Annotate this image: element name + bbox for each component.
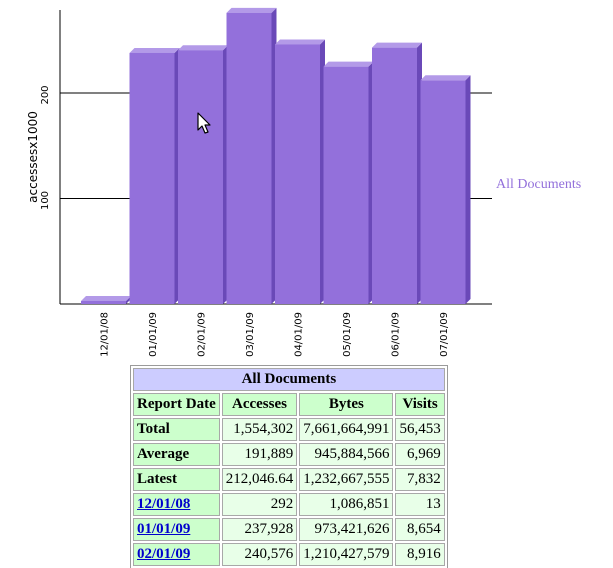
cell-visits: 56,453: [395, 418, 445, 441]
cell-visits: 8,654: [395, 518, 445, 541]
cell-visits: 7,832: [395, 468, 445, 491]
row-label: Latest: [133, 468, 220, 491]
row-label: Total: [133, 418, 220, 441]
cell-visits: 6,969: [395, 443, 445, 466]
table-title-row: All Documents: [133, 368, 445, 391]
cell-accesses: 191,889: [221, 443, 298, 466]
all-documents-table: All Documents Report Date Accesses Bytes…: [130, 365, 448, 568]
cell-visits: 8,916: [395, 543, 445, 566]
x-tick-label: 05/01/09: [342, 312, 353, 357]
row-label: Average: [133, 443, 220, 466]
y-axis-label: accessesx1000: [26, 111, 40, 203]
table-row: Average 191,889 945,884,566 6,969: [133, 443, 445, 466]
cell-bytes: 1,210,427,579: [299, 543, 394, 566]
cell-bytes: 7,661,664,991: [299, 418, 394, 441]
bar-top: [81, 296, 131, 301]
bar-side: [465, 75, 471, 305]
bar-face: [323, 66, 369, 304]
cell-bytes: 1,232,667,555: [299, 468, 394, 491]
legend-all-documents[interactable]: All Documents: [496, 177, 582, 192]
header-visits: Visits: [395, 393, 445, 416]
bar-face: [275, 44, 320, 304]
cell-accesses: 212,046.64: [221, 468, 298, 491]
cell-visits: 13: [395, 493, 445, 516]
report-date-link[interactable]: 01/01/09: [137, 521, 191, 537]
mouse-pointer-icon: [197, 112, 211, 134]
cell-accesses: 1,554,302: [221, 418, 298, 441]
bar-top: [178, 45, 228, 51]
x-tick-label: 12/01/08: [100, 312, 111, 357]
header-bytes: Bytes: [299, 393, 394, 416]
x-tick-label: 01/01/09: [148, 312, 159, 357]
bar-face: [226, 12, 272, 304]
y-tick-label: 200: [40, 85, 51, 104]
bar-top: [323, 61, 374, 67]
bar-face: [129, 52, 175, 304]
cell-accesses: 240,576: [221, 543, 298, 566]
y-tick-label: 100: [40, 191, 51, 210]
bar-face: [178, 50, 223, 304]
bar-01/01/09: [129, 47, 180, 304]
cell-bytes: 945,884,566: [299, 443, 394, 466]
table-row: 12/01/08 292 1,086,851 13: [133, 493, 445, 516]
cell-bytes: 973,421,626: [299, 518, 394, 541]
bar-07/01/09: [420, 75, 471, 305]
report-date-link[interactable]: 02/01/09: [137, 546, 191, 562]
table-title: All Documents: [133, 368, 445, 391]
table-row: Total 1,554,302 7,661,664,991 56,453: [133, 418, 445, 441]
bar-top: [275, 39, 325, 45]
x-tick-label: 03/01/09: [245, 312, 256, 357]
row-label: 01/01/09: [133, 518, 220, 541]
row-label: 02/01/09: [133, 543, 220, 566]
row-label: 12/01/08: [133, 493, 220, 516]
bar-top: [420, 75, 471, 81]
bar-12/01/08: [81, 296, 131, 304]
bar-06/01/09: [372, 42, 422, 304]
table-header-row: Report Date Accesses Bytes Visits: [133, 393, 445, 416]
x-tick-label: 02/01/09: [197, 312, 208, 357]
table-row: 01/01/09 237,928 973,421,626 8,654: [133, 518, 445, 541]
bar-05/01/09: [323, 61, 374, 304]
table-row: 02/01/09 240,576 1,210,427,579 8,916: [133, 543, 445, 566]
bar-04/01/09: [275, 39, 325, 304]
bar-03/01/09: [226, 7, 277, 304]
accesses-bar-chart: 100 200 accessesx1000 12/01/08 01/01/09 02/01…: [26, 7, 582, 357]
bar-face: [372, 47, 417, 304]
report-date-link[interactable]: 12/01/08: [137, 496, 191, 512]
bar-face: [81, 301, 126, 304]
cell-accesses: 292: [221, 493, 298, 516]
x-tick-label: 04/01/09: [294, 312, 305, 357]
table-row: Latest 212,046.64 1,232,667,555 7,832: [133, 468, 445, 491]
cell-bytes: 1,086,851: [299, 493, 394, 516]
x-tick-label: 07/01/09: [439, 312, 450, 357]
bar-02/01/09: [178, 45, 228, 304]
bar-top: [226, 7, 277, 13]
bar-top: [372, 42, 422, 48]
x-tick-label: 06/01/09: [391, 312, 402, 357]
cell-accesses: 237,928: [221, 518, 298, 541]
bar-top: [129, 47, 180, 53]
header-accesses: Accesses: [221, 393, 298, 416]
bar-face: [420, 80, 466, 305]
header-report-date: Report Date: [133, 393, 220, 416]
